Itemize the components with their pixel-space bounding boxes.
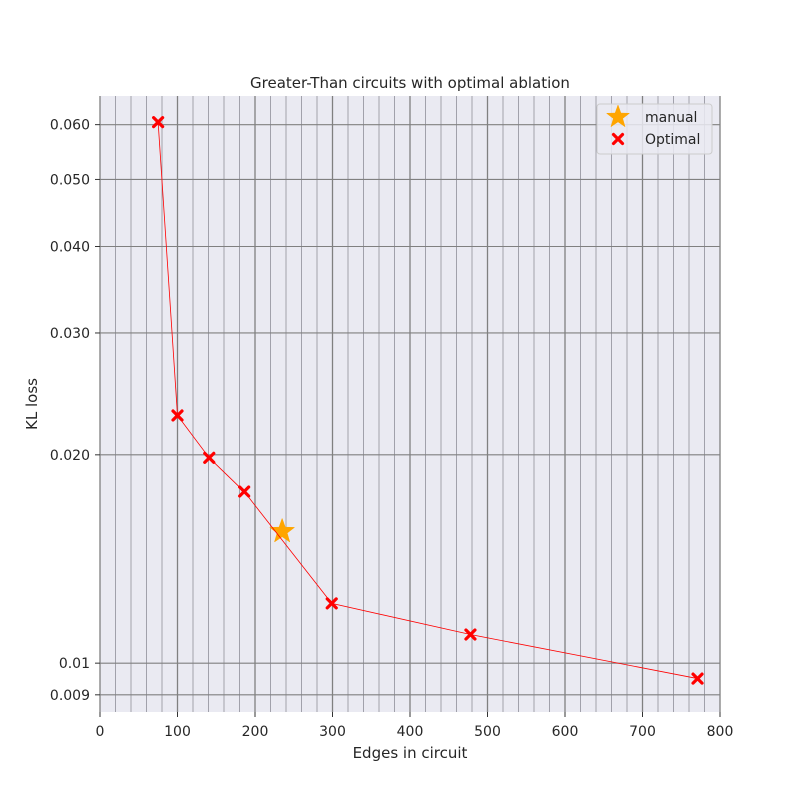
x-marker-stroke xyxy=(464,628,477,641)
series-layer xyxy=(152,116,704,685)
y-axis-label: KL loss xyxy=(23,378,41,430)
x-marker-stroke xyxy=(238,485,251,498)
data-point-optimal xyxy=(171,409,184,422)
y-tick-label: 0.030 xyxy=(50,326,90,342)
y-axis-ticks: 0.009 0.01 0.020 0.030 0.040 0.050 0.060 xyxy=(50,118,100,704)
x-marker-stroke xyxy=(611,132,625,146)
x-tick-label: 300 xyxy=(319,724,346,740)
x-tick-label: 200 xyxy=(242,724,269,740)
x-axis-ticks: 0 100 200 300 400 500 600 700 800 xyxy=(96,712,734,740)
y-tick-label: 0.050 xyxy=(50,172,90,188)
data-point-optimal xyxy=(464,628,477,641)
major-gridlines xyxy=(99,96,721,712)
x-tick-label: 800 xyxy=(707,724,734,740)
data-point-optimal xyxy=(203,451,216,464)
data-point-optimal xyxy=(238,485,251,498)
data-point-optimal xyxy=(691,672,704,685)
legend: manual Optimal xyxy=(596,103,713,155)
legend-label-manual: manual xyxy=(645,110,697,126)
x-tick-label: 700 xyxy=(629,724,656,740)
x-axis-label: Edges in circuit xyxy=(353,744,468,762)
x-marker-stroke xyxy=(171,409,184,422)
x-marker-stroke xyxy=(691,672,704,685)
x-marker-stroke xyxy=(152,116,165,129)
y-tick-label: 0.040 xyxy=(50,240,90,256)
data-point-optimal xyxy=(325,597,338,610)
legend-marker-manual xyxy=(605,104,631,128)
legend-box xyxy=(596,103,713,155)
x-tick-label: 600 xyxy=(552,724,579,740)
chart-title: Greater-Than circuits with optimal ablat… xyxy=(250,74,570,92)
x-tick-label: 100 xyxy=(164,724,191,740)
x-tick-label: 400 xyxy=(397,724,424,740)
data-point-optimal xyxy=(152,116,165,129)
legend-label-optimal: Optimal xyxy=(645,132,700,148)
legend-star-glyph xyxy=(605,104,631,128)
x-tick-label: 500 xyxy=(474,724,501,740)
x-marker-stroke xyxy=(325,597,338,610)
y-tick-label: 0.01 xyxy=(59,656,90,672)
minor-gridlines xyxy=(115,96,705,712)
y-tick-label: 0.009 xyxy=(50,688,90,704)
y-tick-label: 0.020 xyxy=(50,448,90,464)
x-marker-stroke xyxy=(203,451,216,464)
y-tick-label: 0.060 xyxy=(50,118,90,134)
legend-marker-optimal xyxy=(611,132,625,146)
x-tick-label: 0 xyxy=(96,724,105,740)
data-point-manual xyxy=(269,517,296,543)
legend-x-glyph xyxy=(611,132,625,146)
